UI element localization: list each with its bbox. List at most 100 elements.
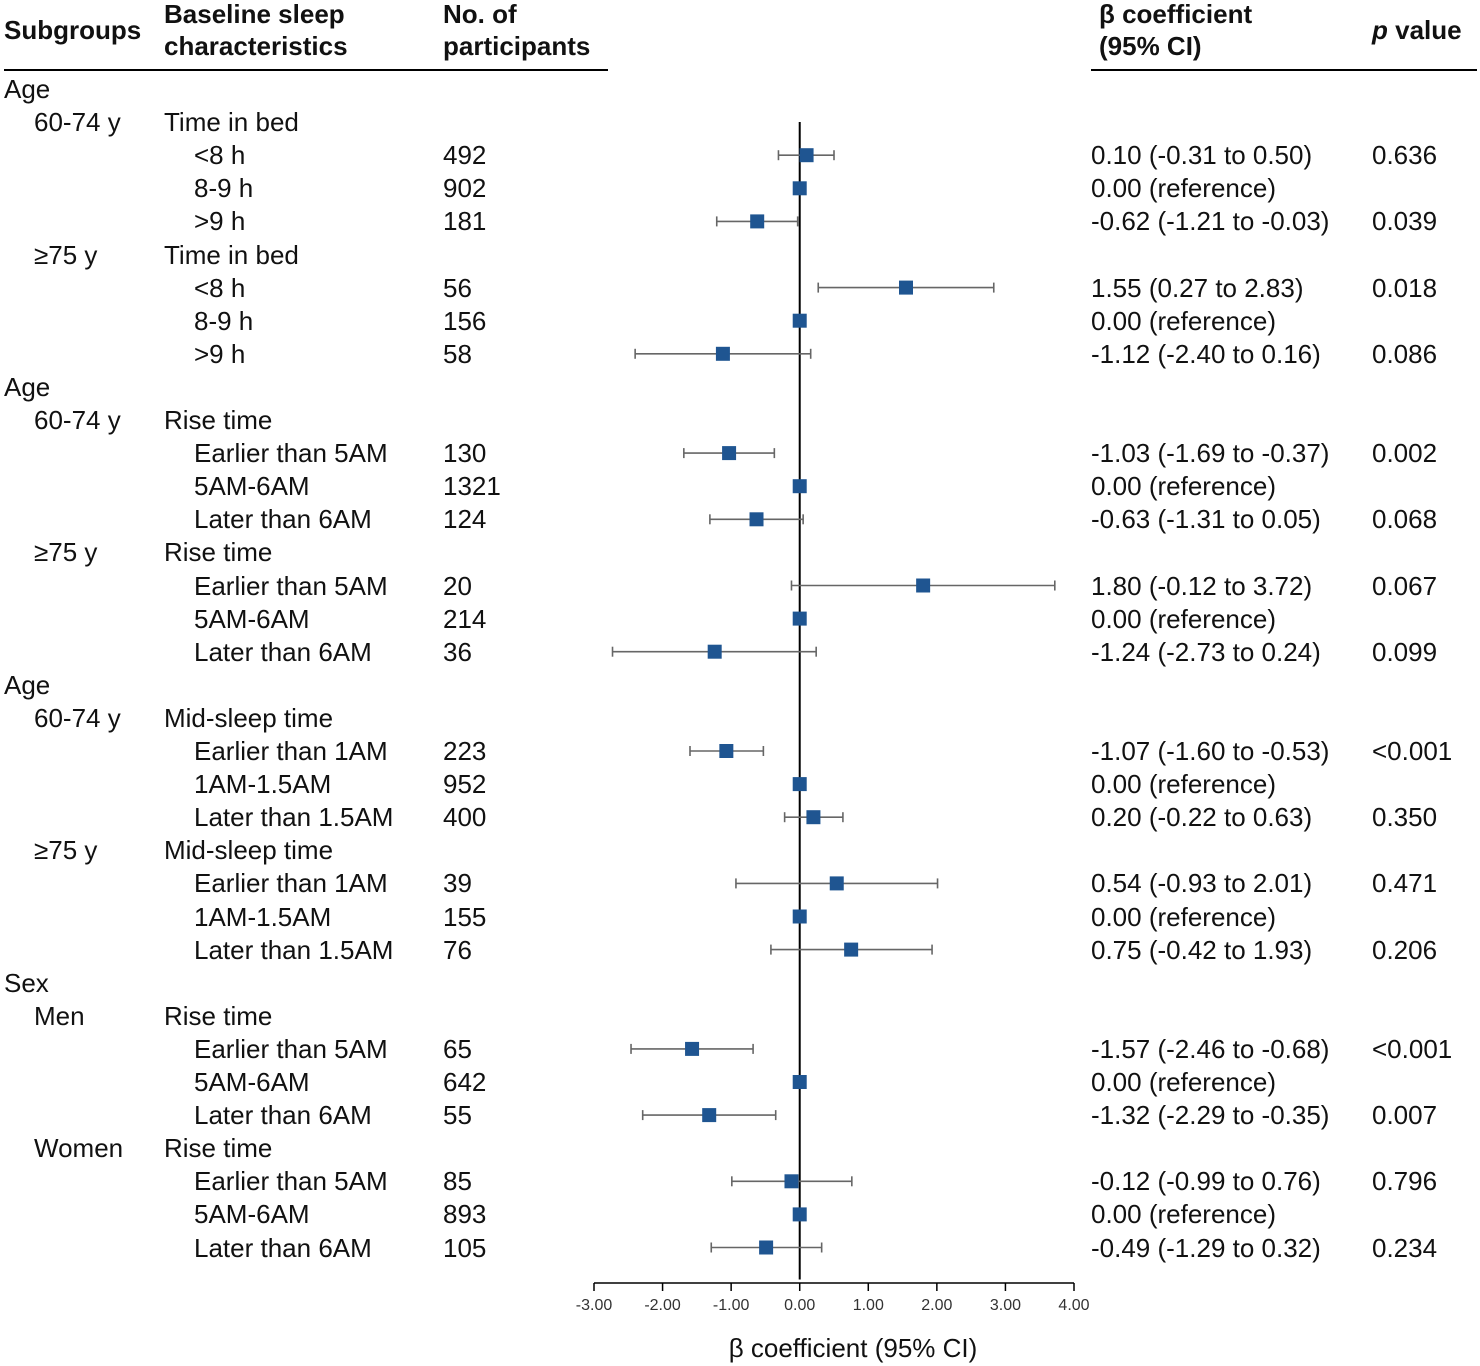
p-value: <0.001 (1372, 736, 1453, 766)
point-estimate-marker (899, 280, 913, 295)
participant-count: 85 (443, 1166, 472, 1197)
category-label: 8-9 h (194, 173, 254, 204)
category-label: Later than 6AM (194, 1232, 372, 1263)
beta-ci-text: -0.62 (-1.21 to -0.03) (1091, 206, 1330, 237)
point-estimate-marker (844, 942, 859, 957)
beta-ci-text: 0.54 (-0.93 to 2.01) (1091, 868, 1313, 899)
category-label: Later than 6AM (194, 1100, 372, 1131)
participant-count: 76 (443, 934, 472, 965)
header-baseline-line2: characteristics (164, 31, 348, 61)
category-label: Earlier than 5AM (194, 570, 388, 601)
beta-ci-text: -0.12 (-0.99 to 0.76) (1091, 1166, 1321, 1197)
category-label: Later than 1.5AM (194, 934, 394, 965)
participant-count: 55 (443, 1100, 472, 1131)
participant-count: 642 (443, 1067, 487, 1097)
participant-count: 56 (443, 272, 472, 303)
beta-ci-text: 0.00 (reference) (1091, 769, 1276, 800)
p-value: 0.636 (1372, 140, 1438, 171)
category-label: Later than 6AM (194, 504, 372, 535)
p-value: 0.018 (1372, 272, 1438, 303)
point-estimate-marker (750, 214, 765, 229)
subgroup-label: ≥75 y (34, 239, 98, 270)
header-p-italic: p (1372, 15, 1388, 45)
category-label: <8 h (194, 140, 246, 171)
category-label: >9 h (194, 338, 246, 369)
x-tick-label: 4.00 (1058, 1297, 1089, 1314)
characteristic-label: Rise time (164, 1133, 273, 1164)
category-label: 1AM-1.5AM (194, 901, 332, 932)
characteristic-label: Rise time (164, 1000, 273, 1031)
beta-ci-text: 0.00 (reference) (1091, 1199, 1276, 1230)
p-value: 0.086 (1372, 338, 1438, 369)
characteristic-label: Rise time (164, 405, 273, 435)
point-estimate-marker (792, 479, 807, 494)
point-estimate-marker (715, 346, 730, 361)
point-estimate-marker (685, 1041, 700, 1056)
subgroup-label: Men (34, 1000, 85, 1031)
beta-ci-text: 0.75 (-0.42 to 1.93) (1091, 934, 1313, 965)
point-estimate-marker (792, 313, 807, 328)
category-label: 8-9 h (194, 305, 254, 336)
point-estimate-marker (792, 909, 807, 924)
participant-count: 39 (443, 868, 472, 899)
beta-ci-text: -1.32 (-2.29 to -0.35) (1091, 1100, 1330, 1131)
category-label: Earlier than 1AM (194, 736, 388, 766)
p-value: 0.471 (1372, 868, 1438, 899)
header-rule-right (1091, 69, 1477, 71)
beta-ci-text: -1.12 (-2.40 to 0.16) (1091, 338, 1321, 369)
p-value: 0.068 (1372, 504, 1438, 535)
beta-ci-text: -0.49 (-1.29 to 0.32) (1091, 1232, 1321, 1263)
beta-ci-text: -1.07 (-1.60 to -0.53) (1091, 736, 1330, 766)
p-value: 0.002 (1372, 438, 1438, 469)
header-beta-line2: (95% CI) (1099, 31, 1202, 61)
participant-count: 400 (443, 802, 487, 833)
header-participants: No. of participants (443, 0, 590, 62)
beta-ci-text: -0.63 (-1.31 to 0.05) (1091, 504, 1321, 535)
group-label: Sex (4, 967, 49, 998)
category-label: Earlier than 5AM (194, 1166, 388, 1197)
x-tick-label: 2.00 (921, 1297, 952, 1314)
p-value: 0.007 (1372, 1100, 1438, 1131)
category-label: <8 h (194, 272, 246, 303)
beta-ci-text: 0.00 (reference) (1091, 305, 1276, 336)
x-tick-label: 0.00 (784, 1297, 815, 1314)
point-estimate-marker (784, 1174, 799, 1189)
beta-ci-text: 1.80 (-0.12 to 3.72) (1091, 570, 1313, 601)
point-estimate-marker (799, 148, 814, 163)
participant-count: 214 (443, 603, 487, 634)
subgroup-label: ≥75 y (34, 835, 98, 866)
characteristic-label: Rise time (164, 537, 273, 568)
participant-count: 65 (443, 1033, 472, 1064)
point-estimate-marker (719, 744, 734, 758)
beta-ci-text: 0.10 (-0.31 to 0.50) (1091, 140, 1313, 171)
category-label: 5AM-6AM (194, 471, 310, 502)
beta-ci-text: -1.03 (-1.69 to -0.37) (1091, 438, 1330, 469)
header-baseline-line1: Baseline sleep (164, 0, 345, 29)
point-estimate-marker (702, 1108, 717, 1123)
p-value: 0.039 (1372, 206, 1438, 237)
subgroup-label: ≥75 y (34, 537, 98, 568)
point-estimate-marker (792, 1207, 807, 1222)
participant-count: 902 (443, 173, 487, 204)
point-estimate-marker (792, 1075, 807, 1089)
participant-count: 156 (443, 305, 487, 336)
group-label: Age (4, 74, 51, 104)
category-label: >9 h (194, 206, 246, 237)
participant-count: 1321 (443, 471, 501, 502)
p-value: 0.234 (1372, 1232, 1438, 1263)
category-label: 5AM-6AM (194, 1067, 310, 1097)
subgroup-label: 60-74 y (34, 405, 121, 435)
point-estimate-marker (707, 644, 722, 659)
point-estimate-marker (722, 446, 737, 461)
category-label: 5AM-6AM (194, 1199, 310, 1230)
point-estimate-marker (792, 777, 807, 792)
point-estimate-marker (749, 512, 764, 527)
participant-count: 58 (443, 338, 472, 369)
p-value: 0.796 (1372, 1166, 1438, 1197)
subgroup-label: 60-74 y (34, 107, 121, 138)
header-p-value: p value (1372, 14, 1462, 46)
point-estimate-marker (829, 876, 844, 891)
participant-count: 952 (443, 769, 487, 800)
x-tick-label: 1.00 (853, 1297, 884, 1314)
